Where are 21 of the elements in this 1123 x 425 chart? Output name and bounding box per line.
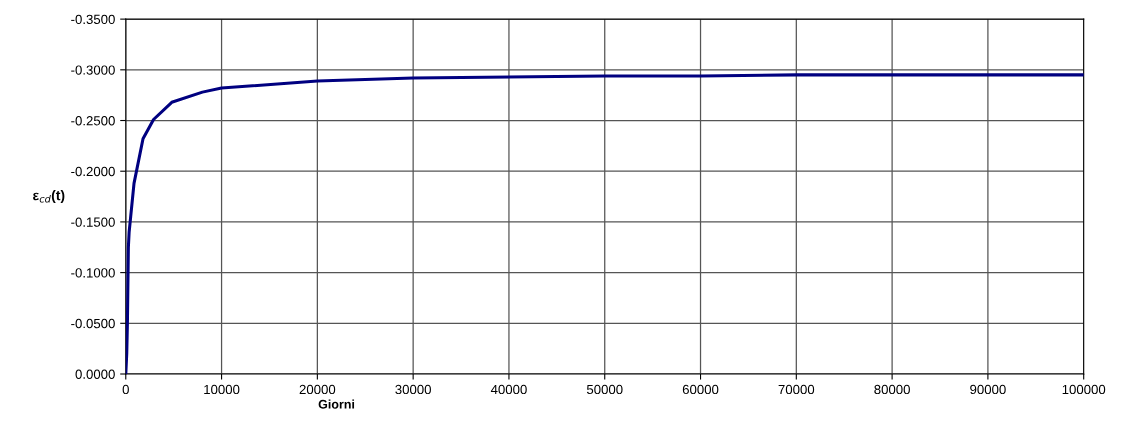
x-tick-label: 70000 bbox=[778, 384, 815, 395]
x-tick-label: 60000 bbox=[682, 384, 719, 395]
x-tick-label: 20000 bbox=[299, 384, 336, 395]
x-tick-label: 40000 bbox=[490, 384, 527, 395]
y-tick-label: -0.2000 bbox=[71, 166, 115, 177]
y-tick-label: -0.1500 bbox=[71, 217, 115, 227]
y-axis-title: ε$_{cd}$(t) bbox=[33, 190, 65, 203]
y-tick-label: -0.3500 bbox=[71, 14, 115, 25]
y-tick-label: -0.0500 bbox=[71, 318, 115, 329]
y-tick-label: -0.3000 bbox=[71, 65, 115, 75]
y-tick-label: 0.0000 bbox=[75, 369, 115, 379]
y-tick-label: -0.2500 bbox=[71, 116, 115, 126]
x-tick-label: 90000 bbox=[970, 384, 1006, 395]
x-tick-label: 100000 bbox=[1062, 384, 1106, 395]
x-tick-label: 80000 bbox=[874, 384, 910, 395]
x-tick-label: 30000 bbox=[395, 384, 431, 395]
x-tick-label: 0 bbox=[122, 384, 129, 395]
x-tick-label: 10000 bbox=[204, 384, 240, 395]
x-axis-title: Giorni bbox=[318, 399, 355, 409]
y-tick-label: -0.1000 bbox=[71, 268, 115, 278]
x-tick-label: 50000 bbox=[586, 384, 623, 395]
